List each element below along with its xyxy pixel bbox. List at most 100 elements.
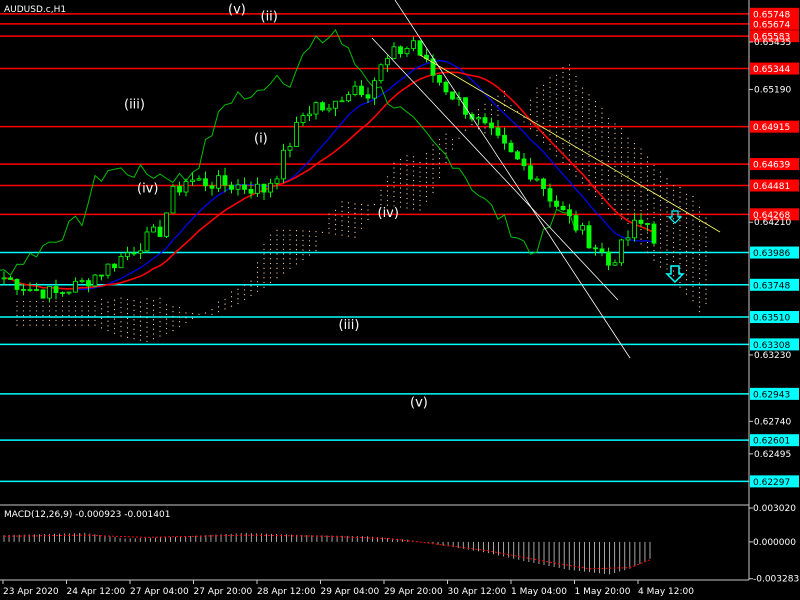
cloud-dot — [640, 172, 642, 174]
cloud-dot — [685, 236, 688, 238]
cloud-dot — [445, 157, 447, 159]
cloud-dot — [68, 324, 70, 326]
cloud-dot — [640, 233, 642, 235]
cloud-dot — [588, 174, 590, 177]
cloud-dot — [412, 194, 415, 196]
candles — [1, 36, 657, 303]
cloud-dot — [685, 222, 688, 224]
cloud-dot — [276, 248, 278, 250]
cloud-dot — [380, 203, 382, 206]
cloud-dot — [146, 317, 148, 319]
cloud-dot — [120, 335, 122, 337]
cloud-dot — [386, 199, 389, 202]
cloud-dot — [263, 277, 265, 279]
cloud-dot — [282, 262, 285, 265]
cloud-dot — [562, 86, 564, 88]
cloud-dot — [620, 156, 623, 158]
cloud-dot — [308, 235, 311, 237]
cloud-dot — [68, 300, 70, 303]
cloud-dot — [620, 199, 623, 201]
cloud-dot — [705, 279, 707, 281]
cloud-dot — [568, 149, 571, 151]
cloud-dot — [113, 318, 116, 320]
candle-body — [300, 115, 306, 123]
cloud-dot — [627, 208, 629, 210]
cloud-dot — [588, 189, 590, 191]
cloud-dot — [698, 216, 701, 218]
cloud-dot — [425, 153, 428, 155]
cloud-dot — [126, 308, 129, 310]
cloud-dot — [685, 255, 688, 257]
cloud-dot — [568, 83, 571, 85]
macd-pane — [3, 532, 651, 575]
candle-body — [593, 247, 598, 250]
candle-body — [53, 286, 59, 293]
cloud-dot — [588, 113, 590, 115]
cloud-dot — [627, 194, 629, 196]
cloud-dot — [607, 189, 610, 191]
cloud-dot — [159, 325, 161, 328]
cloud-dot — [217, 301, 220, 303]
cloud-dot — [672, 208, 675, 210]
cloud-dot — [633, 199, 636, 202]
cloud-dot — [614, 128, 616, 130]
cloud-dot — [581, 139, 584, 141]
cloud-dot — [692, 262, 694, 264]
cloud-dot — [692, 290, 694, 292]
cloud-dot — [679, 220, 681, 222]
cloud-dot — [159, 306, 161, 309]
cloud-dot — [399, 196, 402, 199]
cloud-dot — [419, 180, 421, 183]
cloud-dot — [568, 135, 571, 137]
cloud-dot — [685, 198, 688, 200]
cloud-dot — [406, 155, 408, 157]
cloud-dot — [588, 132, 590, 134]
cloud-dot — [419, 190, 421, 192]
cloud-dot — [133, 338, 135, 340]
cloud-dot — [653, 254, 655, 256]
cloud-dot — [529, 128, 532, 130]
candle-body — [235, 184, 241, 190]
cloud-dot — [549, 148, 551, 150]
cloud-dot — [146, 331, 148, 333]
cloud-dot — [113, 327, 116, 330]
cloud-dot — [620, 218, 623, 220]
wave-label: (v) — [410, 395, 428, 410]
cloud-dot — [672, 256, 675, 258]
cloud-dot — [594, 129, 597, 131]
cloud-dot — [529, 113, 532, 116]
cloud-dot — [581, 182, 584, 184]
cloud-dot — [445, 138, 447, 140]
cloud-dot — [601, 178, 603, 181]
cloud-dot — [217, 306, 220, 308]
cloud-dot — [100, 317, 103, 319]
cloud-dot — [607, 155, 610, 158]
cloud-dot — [113, 323, 116, 325]
cloud-dot — [607, 198, 610, 200]
cloud-dot — [406, 164, 408, 166]
cloud-dot — [633, 195, 636, 197]
cloud-dot — [380, 194, 382, 196]
trend-line-yellow — [419, 54, 721, 233]
cloud-dot — [354, 217, 356, 219]
cloud-dot — [607, 160, 610, 162]
cloud-dot — [575, 99, 577, 101]
cloud-dot — [497, 109, 499, 112]
cloud-dot — [679, 258, 681, 260]
cloud-dot — [146, 326, 148, 328]
cloud-dot — [640, 195, 642, 198]
cloud-dot — [568, 69, 571, 71]
wave-label: (iii) — [124, 97, 145, 112]
candle-body — [450, 91, 455, 100]
cloud-dot — [42, 310, 44, 312]
cloud-dot — [295, 253, 298, 255]
cloud-dot — [269, 272, 272, 274]
chart-title: AUDUSD.c,H1 — [4, 5, 66, 15]
cloud-dot — [42, 315, 44, 317]
cloud-dot — [503, 95, 506, 97]
cloud-dot — [666, 254, 668, 256]
cloud-dot — [659, 171, 662, 173]
cloud-dot — [22, 310, 25, 312]
candle-body — [437, 74, 442, 83]
